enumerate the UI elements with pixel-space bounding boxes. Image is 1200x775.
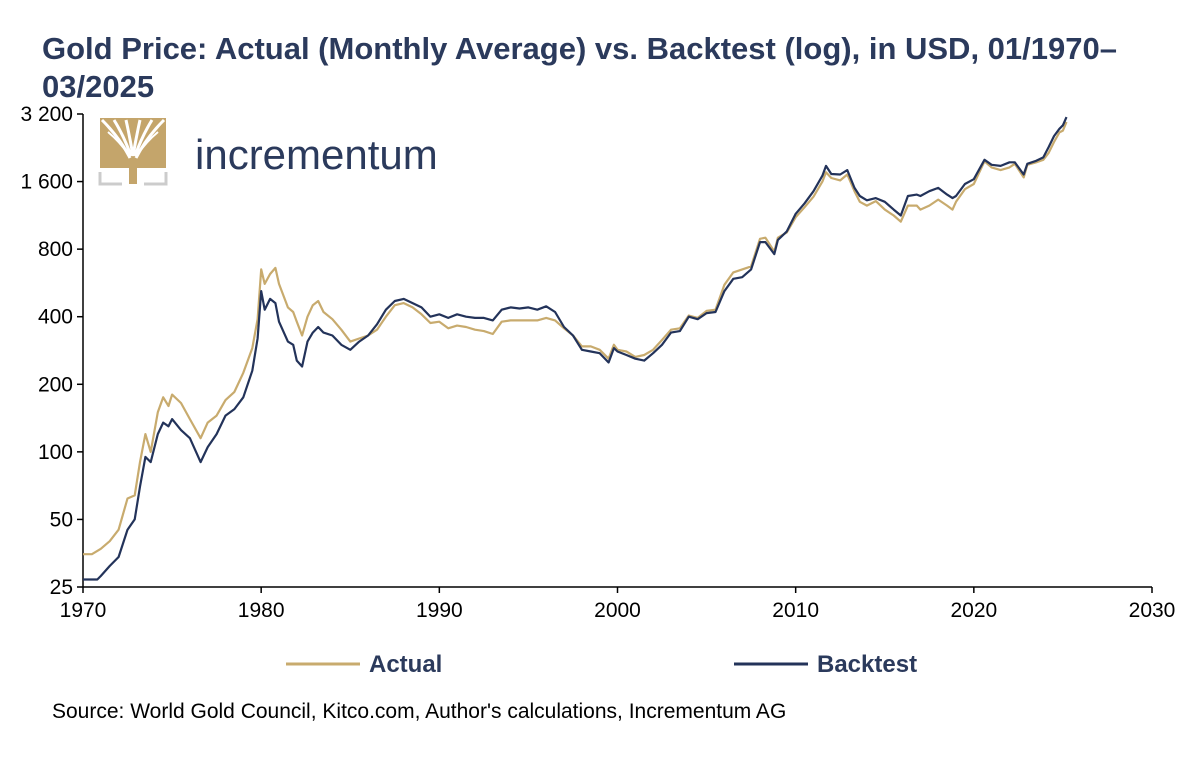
- x-tick-label: 2010: [772, 599, 819, 622]
- legend-label-actual: Actual: [369, 651, 442, 678]
- tree-icon: [98, 118, 168, 186]
- y-tick-label: 400: [38, 306, 73, 329]
- y-tick-label: 25: [50, 576, 73, 599]
- series-line-backtest: [83, 116, 1068, 581]
- y-tick-label: 200: [38, 373, 73, 396]
- y-ticks: 25 50 100 200 400 800 1 600 3 200: [20, 103, 83, 599]
- x-ticks: 1970 1980 1990 2000 2010 2020 2030: [60, 587, 1176, 622]
- x-tick-label: 1970: [60, 599, 107, 622]
- y-tick-label: 3 200: [20, 103, 73, 126]
- legend: Actual Backtest: [286, 651, 917, 678]
- y-tick-label: 50: [50, 508, 73, 531]
- y-tick-label: 100: [38, 441, 73, 464]
- x-tick-label: 1980: [238, 599, 285, 622]
- legend-label-backtest: Backtest: [817, 651, 917, 678]
- logo: incrementum: [98, 118, 438, 186]
- source-note: Source: World Gold Council, Kitco.com, A…: [52, 700, 787, 723]
- y-tick-label: 1 600: [20, 171, 73, 194]
- x-tick-label: 2000: [594, 599, 641, 622]
- x-tick-label: 2030: [1129, 599, 1176, 622]
- y-tick-label: 800: [38, 238, 73, 261]
- axes: 25 50 100 200 400 800 1 600 3 200 1970 1980 1990 2…: [20, 103, 1175, 622]
- logo-text: incrementum: [195, 131, 438, 178]
- x-tick-label: 1990: [416, 599, 463, 622]
- series-group: [83, 116, 1068, 581]
- chart-title: Gold Price: Actual (Monthly Average) vs.…: [42, 31, 1117, 104]
- x-tick-label: 2020: [950, 599, 997, 622]
